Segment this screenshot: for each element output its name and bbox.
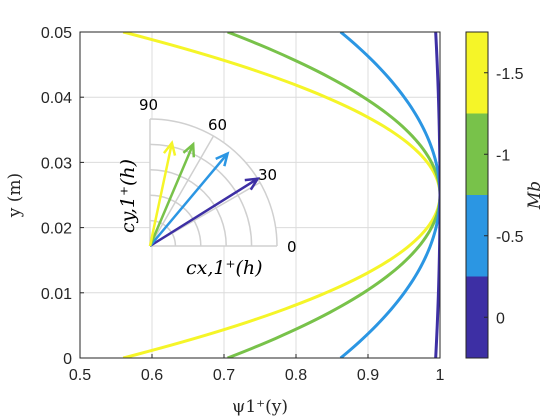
x-tick-label: 0.9 — [357, 367, 379, 384]
x-tick-label: 0.5 — [69, 367, 91, 384]
colorbar-segment — [466, 195, 488, 277]
y-tick-label: 0.02 — [41, 221, 72, 238]
inset-angle-label: 60 — [208, 116, 227, 134]
inset-arrow — [148, 142, 174, 247]
inset-angle-label: 90 — [139, 96, 158, 114]
inset-arrow — [149, 177, 259, 248]
inset-arrow-head — [182, 141, 196, 158]
inset-arrow — [148, 143, 195, 247]
y-tick-label: 0 — [63, 351, 72, 368]
x-tick-label: 0.6 — [141, 367, 163, 384]
colorbar-title: Mb — [525, 181, 545, 210]
colorbar-tick-label: -1 — [496, 147, 510, 164]
inset-grid-spoke — [149, 135, 215, 247]
colorbar-tick-label: -1.5 — [496, 66, 524, 83]
colorbar-segment — [466, 32, 488, 114]
inset-background — [150, 119, 277, 246]
x-tick-label: 0.8 — [285, 367, 307, 384]
inset-x-label: cx,1⁺(h) — [186, 257, 263, 279]
y-tick-label: 0.01 — [41, 286, 72, 303]
x-tick-label: 1 — [436, 367, 445, 384]
inset-arrow — [149, 152, 229, 247]
series-line — [227, 32, 440, 358]
colorbar-segment — [466, 113, 488, 195]
x-tick-label: 0.7 — [213, 367, 235, 384]
inset-arrow-head — [215, 151, 230, 167]
series-line — [434, 32, 440, 358]
colorbar-tick-label: 0 — [496, 310, 505, 327]
inset-y-label: cy,1⁺(h) — [117, 159, 139, 233]
inset-grid-arc — [149, 118, 278, 247]
y-tick-label: 0.03 — [41, 155, 72, 172]
inset-angle-label: 0 — [287, 238, 297, 256]
inset-angle-label: 30 — [258, 166, 277, 184]
series-line — [122, 32, 440, 358]
colorbar-tick-label: -0.5 — [496, 229, 524, 246]
y-tick-label: 0.04 — [41, 90, 72, 107]
axis-ticks: 0.5 0.6 0.7 0.8 0.9 1 0 0.01 0.02 0.03 0.04 0.05 — [41, 25, 445, 384]
colorbar: -1.5 -1 -0.5 0 — [465, 31, 524, 359]
inset-diagram: 0 30 60 90 — [139, 96, 297, 256]
inset-arrow-head — [162, 140, 177, 156]
inset-grid-arc — [149, 219, 177, 247]
colorbar-frame — [465, 31, 489, 359]
colorbar-segment — [466, 276, 488, 358]
curves — [122, 32, 440, 358]
plot-frame — [79, 31, 441, 359]
x-axis-title: ψ1⁺(y) — [232, 397, 288, 417]
y-tick-label: 0.05 — [41, 25, 72, 42]
y-axis-title: y (m) — [5, 173, 25, 218]
inset-arrow-head — [244, 177, 261, 191]
series-line — [339, 32, 440, 358]
